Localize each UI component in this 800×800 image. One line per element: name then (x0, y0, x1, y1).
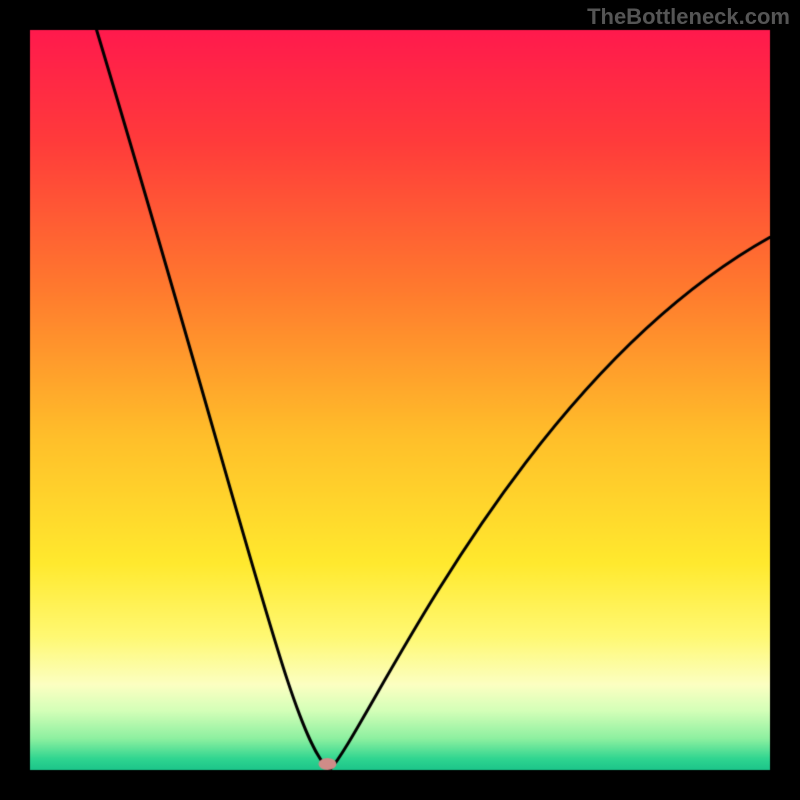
chart-container: TheBottleneck.com (0, 0, 800, 800)
bottleneck-chart-canvas (0, 0, 800, 800)
